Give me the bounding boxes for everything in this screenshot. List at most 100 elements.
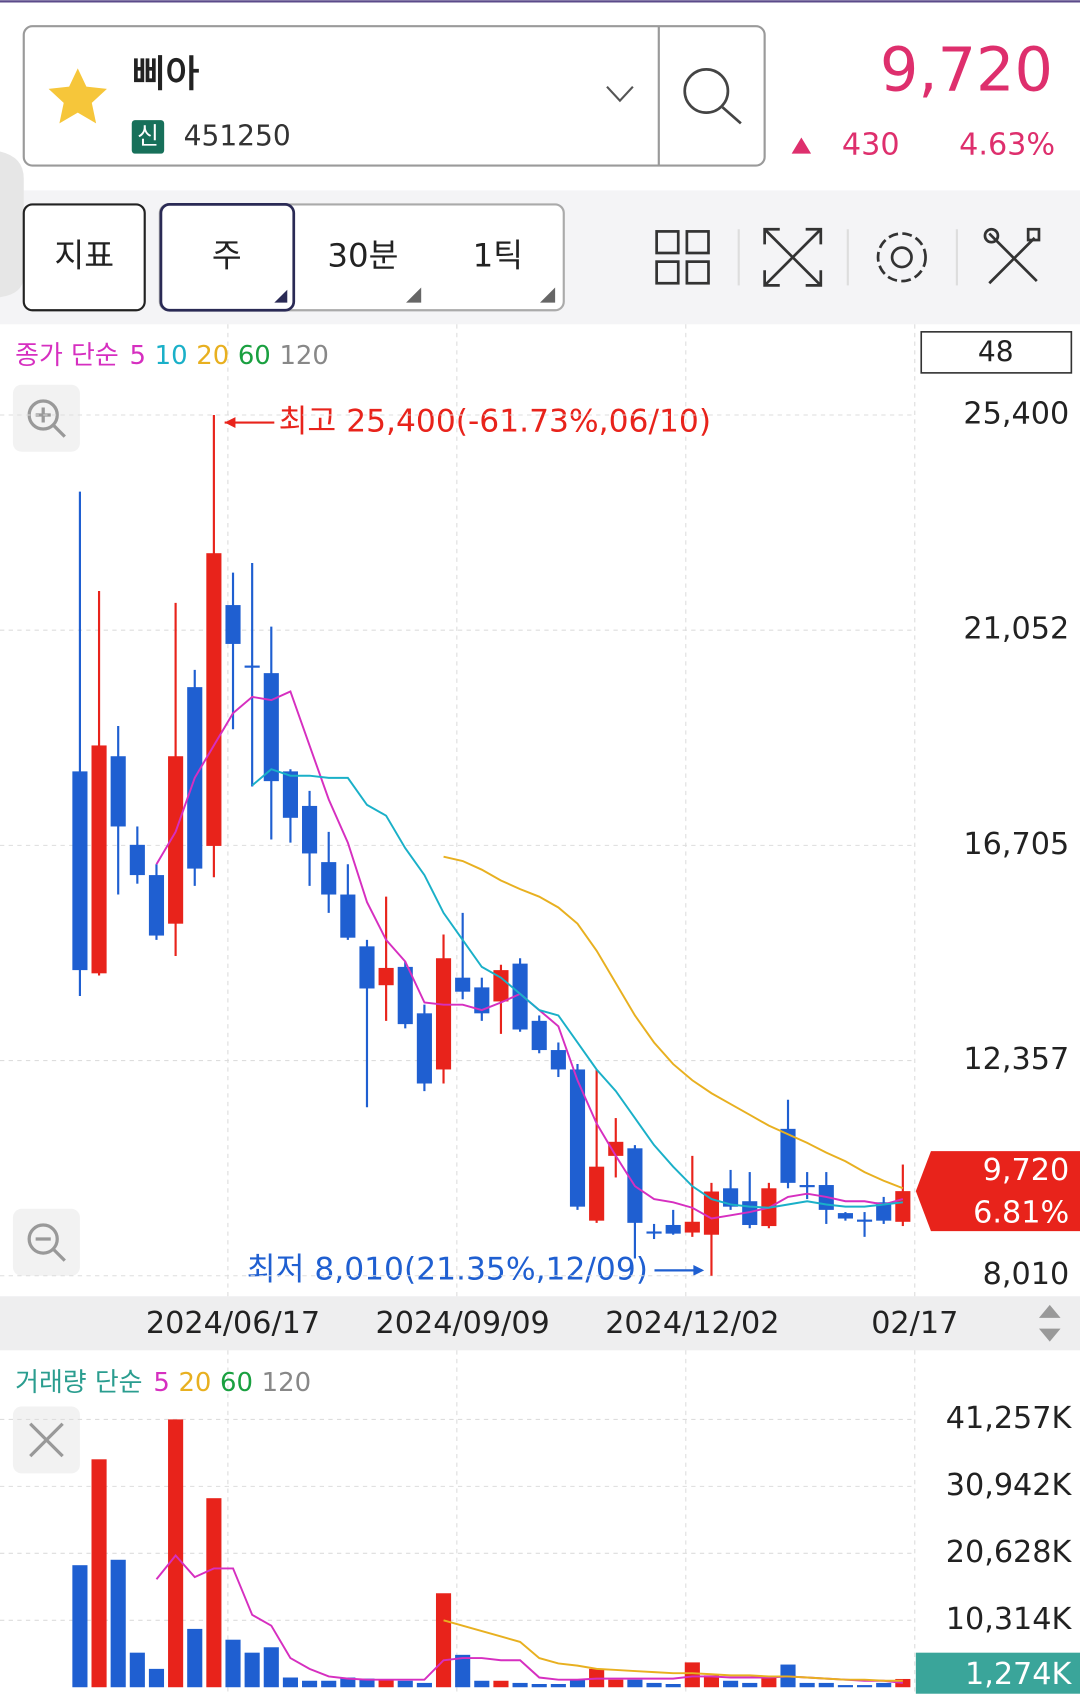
legend-title: 거래량 단순 <box>15 1368 142 1398</box>
search-icon[interactable] <box>683 68 730 114</box>
y-tick-label: 10,314K <box>946 1602 1073 1637</box>
legend-title: 종가 단순 <box>15 341 119 371</box>
volume-bar <box>263 1647 279 1688</box>
settings-icon[interactable] <box>876 232 927 283</box>
candle-body <box>665 1224 681 1234</box>
price-change: 430 <box>842 128 900 163</box>
x-tick-label: 02/17 <box>871 1306 958 1341</box>
search-box[interactable] <box>22 25 766 167</box>
zoom-out-button[interactable] <box>12 1208 80 1276</box>
side-tab[interactable] <box>0 151 24 298</box>
candle-body <box>263 673 279 782</box>
current-volume-box <box>915 1652 1080 1694</box>
candle-body <box>569 1069 586 1207</box>
x-tick-label: 2024/12/02 <box>605 1306 779 1341</box>
candle-body <box>589 1166 605 1221</box>
legend-entry: 20 <box>196 341 229 371</box>
candle-body <box>799 1185 815 1188</box>
volume-bar <box>168 1419 184 1688</box>
close-icon <box>29 1422 64 1458</box>
layout-icon[interactable] <box>655 230 710 285</box>
y-tick-label: 21,052 <box>963 612 1069 647</box>
volume-bar <box>742 1682 758 1688</box>
volume-bar <box>378 1679 394 1688</box>
volume-bar <box>761 1676 777 1688</box>
vertical-grid <box>227 324 916 1694</box>
legend-entry: 120 <box>262 1368 311 1398</box>
y-tick-label: 20,628K <box>946 1535 1073 1570</box>
candle-body <box>837 1213 853 1219</box>
volume-bar <box>665 1684 681 1688</box>
volume-bar <box>435 1593 452 1688</box>
volume-bar <box>531 1684 547 1688</box>
current-price-tag <box>915 1151 1080 1232</box>
candle-body <box>550 1050 566 1070</box>
moving-average <box>443 855 904 1190</box>
candle-body <box>684 1221 700 1233</box>
candle-body <box>129 844 145 876</box>
search-icon-handle <box>721 106 742 125</box>
volume-bar <box>512 1682 528 1688</box>
counter: 48 <box>978 335 1014 368</box>
candle-body <box>168 756 184 924</box>
volume-bar <box>148 1668 165 1688</box>
candle-body <box>91 745 107 974</box>
volume-bar <box>550 1684 566 1688</box>
legend-entry: 5 <box>153 1368 169 1398</box>
volume-bar <box>302 1680 318 1688</box>
candle-body <box>857 1219 873 1222</box>
volume-bar <box>206 1498 222 1688</box>
y-tick-label: 30,942K <box>946 1468 1073 1503</box>
x-tick-label: 2024/09/09 <box>376 1306 550 1341</box>
legend-entry: 20 <box>178 1368 211 1398</box>
dropdown-chevron[interactable] <box>606 85 634 103</box>
candle-body <box>512 963 528 1030</box>
button-label: 주 <box>212 236 242 274</box>
scroll-down[interactable] <box>1038 1328 1061 1342</box>
x-axis-strip <box>0 1296 1080 1351</box>
period-button-selected[interactable] <box>159 203 296 312</box>
favorite-star[interactable] <box>48 68 107 124</box>
y-tick-label: 12,357 <box>963 1042 1069 1077</box>
candle-body <box>876 1202 892 1221</box>
candle-body <box>206 553 222 846</box>
volume-bar <box>244 1652 260 1688</box>
volume-bar <box>110 1559 126 1688</box>
candle-body <box>225 605 241 644</box>
price-change-pct: 4.63% <box>959 128 1055 163</box>
volume-bar <box>684 1662 700 1688</box>
indicator-button[interactable] <box>22 203 146 312</box>
legend-entry: 120 <box>279 341 328 371</box>
moving-average <box>443 1619 903 1682</box>
candle-body <box>493 970 509 1002</box>
stock-code: 451250 <box>184 119 291 152</box>
volume-bar <box>837 1685 853 1688</box>
button-label[interactable]: 30분 <box>327 236 398 274</box>
corner-mark <box>274 289 288 303</box>
volume-bar <box>569 1679 586 1688</box>
candle-body <box>895 1191 911 1222</box>
candle-body <box>302 805 318 854</box>
expand-icon[interactable] <box>763 227 823 287</box>
low-arrowhead <box>693 1264 705 1276</box>
volume-bar <box>474 1680 490 1688</box>
volume-bar <box>627 1679 643 1688</box>
volume-bar <box>91 1459 107 1688</box>
volume-bar <box>416 1682 432 1688</box>
scroll-up[interactable] <box>1038 1304 1061 1318</box>
counter-box <box>920 331 1073 374</box>
button-label[interactable]: 1틱 <box>473 236 523 274</box>
volume-bar <box>857 1685 873 1688</box>
volume-bar <box>359 1678 375 1688</box>
volume-bar <box>723 1680 739 1688</box>
zoom-in-button[interactable] <box>12 384 80 452</box>
x-tick-label: 2024/06/17 <box>146 1306 320 1341</box>
candle-body <box>359 946 375 989</box>
volume-bar <box>129 1652 145 1688</box>
tools-icon[interactable] <box>983 227 1041 285</box>
y-tick-label: 41,257K <box>946 1401 1073 1436</box>
zoom-out-icon <box>27 1223 59 1255</box>
candle-body <box>780 1128 796 1183</box>
volume-bar <box>876 1682 892 1688</box>
